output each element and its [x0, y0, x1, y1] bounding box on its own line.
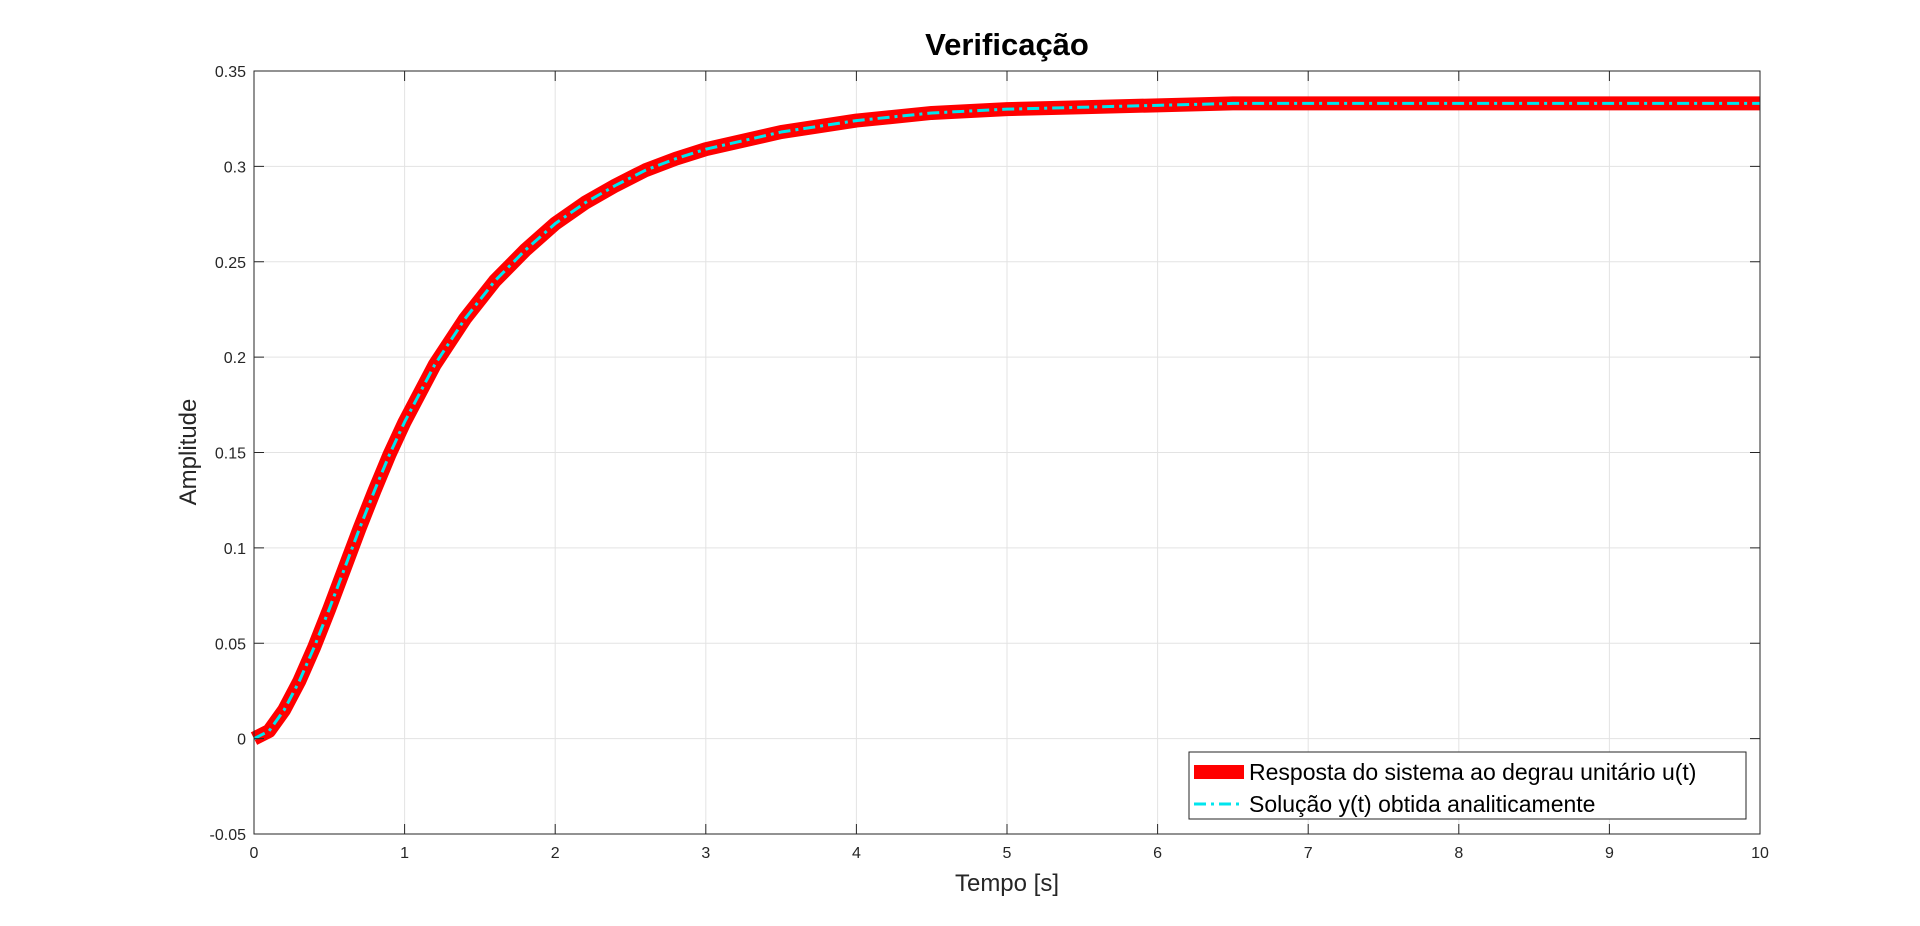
x-tick-label: 5: [1003, 845, 1012, 862]
grid: [254, 71, 1760, 834]
x-tick-label: 8: [1454, 845, 1463, 862]
x-tick-label: 1: [400, 845, 409, 862]
x-tick-label: 0: [250, 845, 259, 862]
x-tick-label: 4: [852, 845, 861, 862]
y-tick-label: 0.3: [224, 159, 246, 176]
legend[interactable]: Resposta do sistema ao degrau unitário u…: [1188, 751, 1747, 820]
x-axis-label: Tempo [s]: [955, 870, 1059, 897]
y-tick-label: 0: [237, 732, 246, 749]
chart-title: Verificação: [925, 27, 1089, 62]
y-tick-label: 0.25: [215, 255, 246, 272]
y-tick-label: 0.2: [224, 350, 246, 367]
series-line-analytic: [253, 101, 1760, 740]
legend-box: [1188, 751, 1747, 820]
y-tick-label: 0.1: [224, 541, 246, 558]
legend-label-response: Resposta do sistema ao degrau unitário u…: [1249, 759, 1696, 785]
ticks: 0 1 2 3 4 5 6 7 8 9 10-0.0500.050.10.150.20.250.30…: [210, 64, 1769, 862]
series-layer: [250, 96, 1760, 745]
legend-label-analytic: Solução y(t) obtida analiticamente: [1249, 791, 1595, 817]
x-tick-label: 10: [1751, 845, 1769, 862]
y-axis-label: Amplitude: [175, 399, 202, 506]
y-tick-label: 0.15: [215, 446, 246, 463]
y-tick-label: 0.05: [215, 636, 246, 653]
x-tick-label: 3: [701, 845, 710, 862]
y-tick-label: -0.05: [210, 827, 247, 844]
y-tick-label: 0.35: [215, 64, 246, 81]
x-tick-label: 2: [551, 845, 560, 862]
x-tick-label: 6: [1153, 845, 1162, 862]
x-tick-label: 7: [1304, 845, 1313, 862]
x-tick-label: 9: [1605, 845, 1614, 862]
